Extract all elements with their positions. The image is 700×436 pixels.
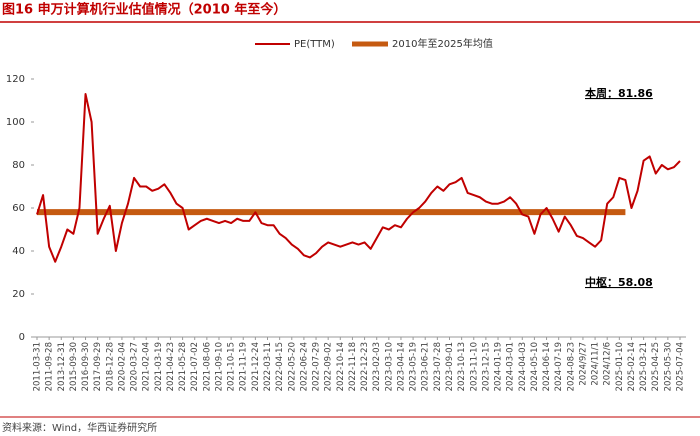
x-tick-label: 2022-05-20 (287, 342, 297, 391)
x-tick-label: 2022-03-11 (263, 342, 273, 391)
legend-label: PE(TTM) (294, 39, 335, 50)
x-tick-label: 2021-11-19 (239, 342, 249, 391)
x-tick-label: 2018-12-28 (105, 342, 115, 391)
x-tick-label: 2024-06-14 (542, 342, 552, 391)
x-tick-label: 2023-05-19 (409, 342, 419, 391)
x-tick-label: 2022-11-18 (348, 342, 358, 391)
x-tick-label: 2011-09-28 (45, 342, 55, 391)
x-tick-label: 2025-04-25 (651, 342, 661, 391)
x-tick-label: 2021-04-23 (166, 342, 176, 391)
x-tick-label: 2021-05-28 (178, 342, 188, 391)
y-tick-label: 120 (6, 74, 25, 85)
annotation: 本周：81.86 (585, 86, 653, 100)
x-tick-label: 2024/9/27 (578, 342, 588, 386)
x-tick-label: 2021-08-06 (202, 342, 212, 391)
x-tick-label: 2024-07-19 (554, 342, 564, 391)
x-tick-label: 2024/12/6 (603, 342, 613, 386)
x-tick-label: 2022-09-02 (324, 342, 334, 391)
x-tick-label: 2024-04-03 (518, 342, 528, 391)
y-tick-label: 0 (19, 332, 25, 343)
x-tick-label: 2021-02-04 (142, 342, 152, 391)
x-tick-label: 2023-03-10 (384, 342, 394, 391)
x-tick-label: 2023-04-14 (396, 342, 406, 391)
x-tick-label: 2021-07-02 (190, 342, 200, 391)
x-tick-label: 2023-09-01 (445, 342, 455, 391)
x-tick-label: 2021-10-15 (227, 342, 237, 391)
x-tick-label: 2023-07-28 (433, 342, 443, 391)
x-tick-label: 2020-02-04 (117, 342, 127, 391)
series-line (36, 93, 681, 263)
y-tick-label: 80 (12, 160, 25, 171)
x-tick-label: 2024-01-19 (494, 342, 504, 391)
source: 资料来源：Wind，华西证券研究所 (2, 421, 157, 434)
x-tick-label: 2021-12-24 (251, 342, 261, 391)
x-tick-label: 2024-08-23 (566, 342, 576, 391)
legend: PE(TTM) 2010年至2025年均值 (255, 37, 493, 50)
x-tick-label: 2017-09-29 (93, 342, 103, 391)
chart-title: 图16 申万计算机行业估值情况（2010 年至今） (2, 2, 286, 18)
x-tick-label: 2022-04-15 (275, 342, 285, 391)
x-tick-label: 2024-05-10 (530, 342, 540, 391)
x-tick-label: 2021-09-10 (214, 342, 224, 391)
x-tick-label: 2015-09-30 (69, 342, 79, 391)
x-tick-label: 2022-10-14 (336, 342, 346, 391)
x-tick-label: 2021-03-19 (154, 342, 164, 391)
x-tick-label: 2024/11/1 (591, 342, 601, 386)
y-tick-label: 60 (12, 203, 25, 214)
x-tick-label: 2025-07-04 (676, 342, 686, 391)
x-tick-label: 2023-10-13 (457, 342, 467, 391)
y-tick-label: 20 (12, 289, 25, 300)
legend-label: 2010年至2025年均值 (392, 37, 493, 50)
x-tick-label: 2025-05-30 (663, 342, 673, 391)
y-tick-label: 40 (12, 246, 25, 257)
x-tick-label: 2022-12-23 (360, 342, 370, 391)
x-tick-label: 2025-03-21 (639, 342, 649, 391)
x-tick-label: 2020-03-27 (130, 342, 140, 391)
x-tick-label: 2023-12-15 (481, 342, 491, 391)
x-tick-label: 2016-09-30 (81, 342, 91, 391)
x-tick-label: 2023-02-03 (372, 342, 382, 391)
y-tick-label: 100 (6, 117, 25, 128)
x-tick-label: 2023-06-21 (421, 342, 431, 391)
x-tick-label: 2013-12-31 (57, 342, 67, 391)
annotation: 中枢：58.08 (585, 275, 653, 289)
x-tick-label: 2023-11-10 (469, 342, 479, 391)
x-tick-label: 2022-07-29 (312, 342, 322, 391)
x-tick-label: 2022-06-24 (299, 342, 309, 391)
x-tick-label: 2011-03-31 (33, 342, 43, 391)
x-tick-label: 2024-03-01 (506, 342, 516, 391)
x-tick-label: 2025-01-10 (615, 342, 625, 391)
x-tick-label: 2025-02-14 (627, 342, 637, 391)
